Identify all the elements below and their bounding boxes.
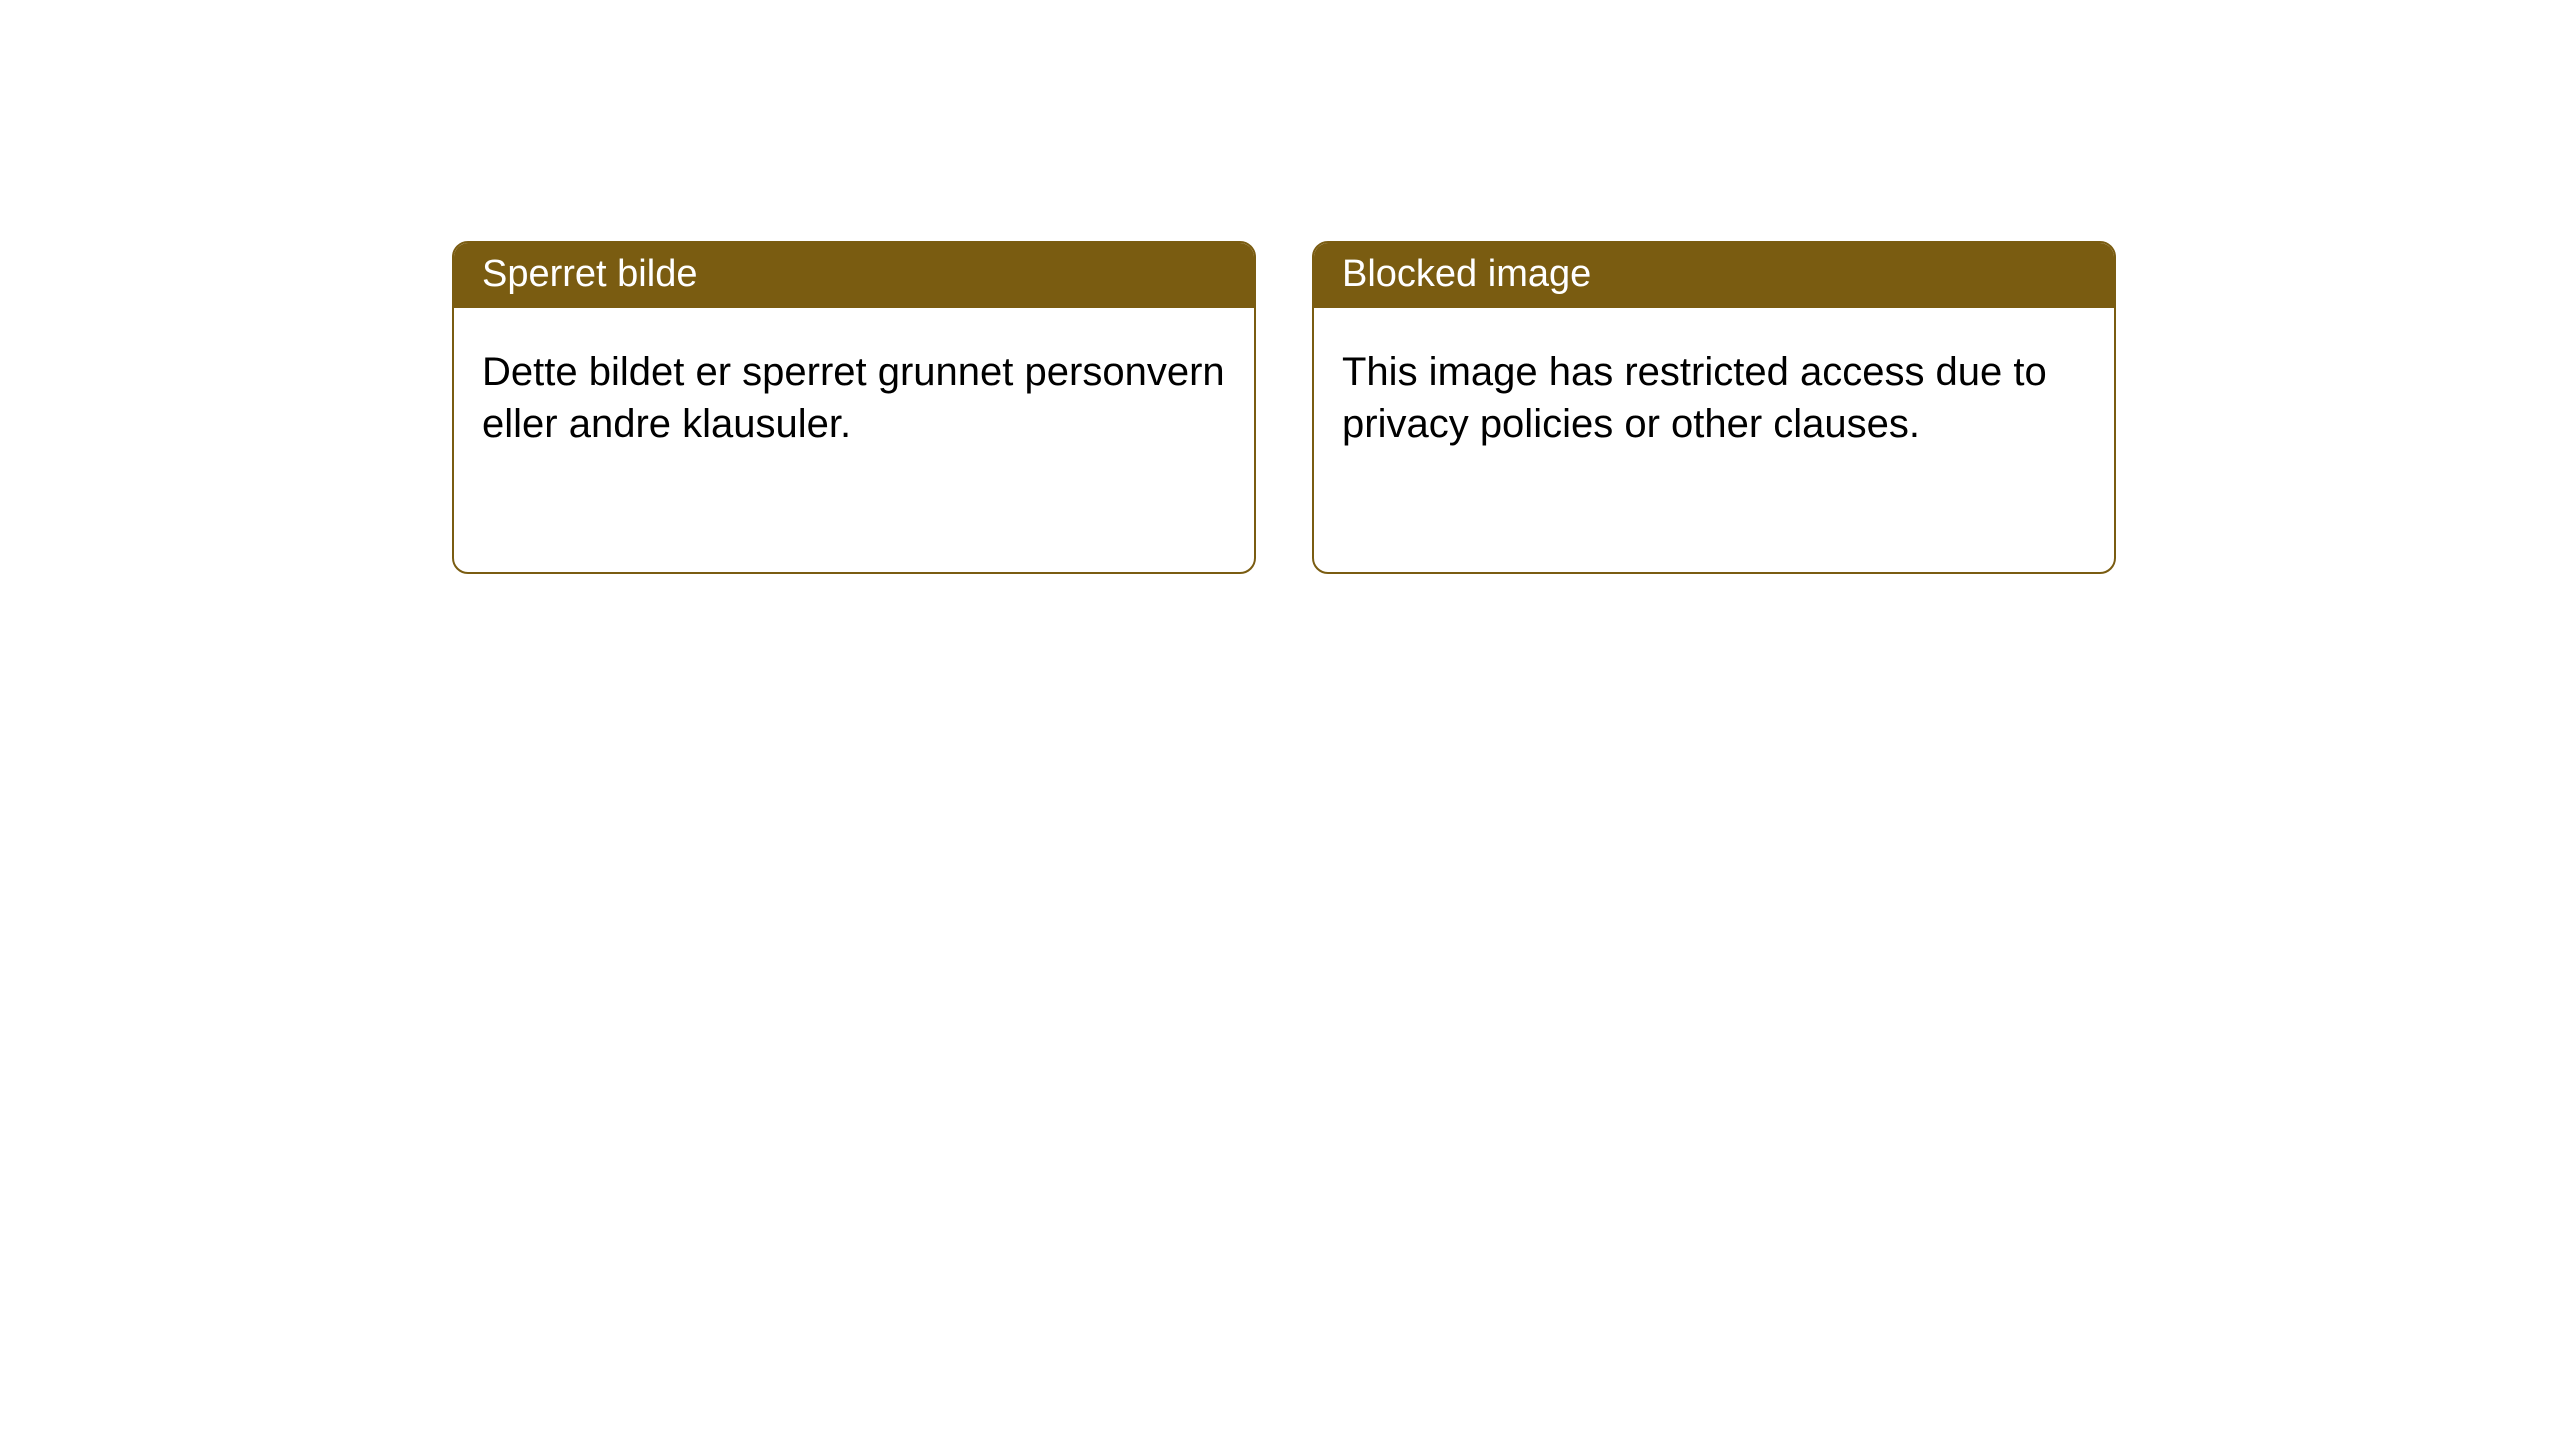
notice-card-english: Blocked image This image has restricted … — [1312, 241, 2116, 574]
notice-container: Sperret bilde Dette bildet er sperret gr… — [0, 0, 2560, 574]
card-header: Sperret bilde — [454, 243, 1254, 308]
card-body: This image has restricted access due to … — [1314, 308, 2114, 478]
notice-card-norwegian: Sperret bilde Dette bildet er sperret gr… — [452, 241, 1256, 574]
card-body: Dette bildet er sperret grunnet personve… — [454, 308, 1254, 478]
card-header: Blocked image — [1314, 243, 2114, 308]
